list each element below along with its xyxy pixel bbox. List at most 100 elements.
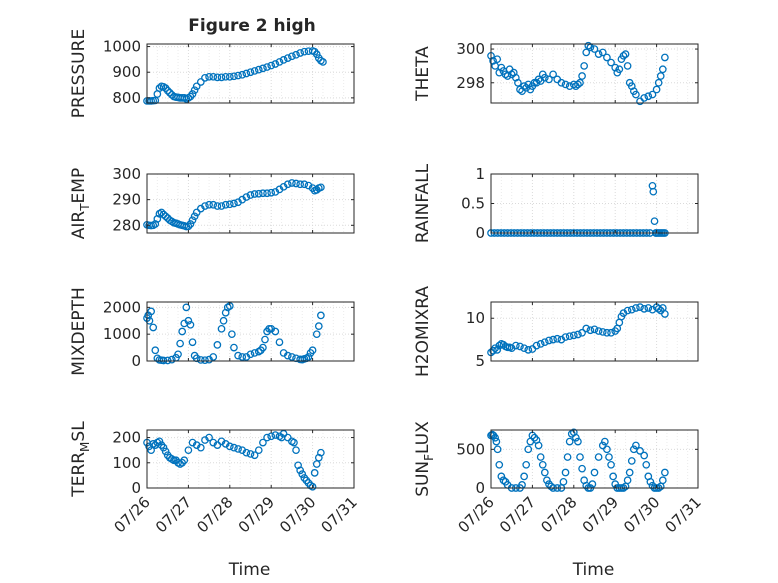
data-point bbox=[201, 202, 209, 210]
data-point bbox=[578, 72, 586, 80]
data-point bbox=[250, 190, 259, 198]
data-point bbox=[234, 445, 242, 453]
data-point bbox=[590, 468, 599, 477]
data-point bbox=[632, 304, 640, 312]
plot-area bbox=[491, 174, 698, 233]
y-tick-label: 280 bbox=[112, 216, 141, 234]
data-point bbox=[607, 460, 615, 469]
data-point bbox=[271, 327, 280, 336]
data-point bbox=[308, 346, 317, 355]
data-point bbox=[522, 460, 531, 469]
data-point bbox=[524, 346, 533, 354]
data-point bbox=[580, 62, 589, 70]
data-point bbox=[267, 188, 276, 197]
y-tick-label: 800 bbox=[112, 89, 141, 107]
data-point bbox=[656, 72, 665, 80]
data-point bbox=[543, 476, 551, 485]
data-point bbox=[288, 353, 296, 361]
data-point bbox=[275, 58, 284, 66]
data-point bbox=[623, 62, 632, 70]
y-tick-label: 500 bbox=[456, 440, 485, 458]
axes-box bbox=[490, 429, 699, 489]
data-point bbox=[219, 316, 228, 325]
panel-mixdepth: 0 1000 2000 MIXDEPTH bbox=[69, 287, 355, 376]
data-point bbox=[250, 349, 259, 357]
data-point bbox=[159, 443, 168, 452]
data-point bbox=[259, 64, 267, 73]
y-tick-label: 300 bbox=[112, 165, 141, 183]
data-point bbox=[317, 448, 325, 457]
data-point bbox=[151, 346, 160, 355]
data-point bbox=[557, 78, 566, 87]
data-point bbox=[493, 445, 502, 454]
y-label-subscript: F bbox=[422, 454, 436, 461]
x-axis-label: Time bbox=[228, 560, 271, 580]
data-point bbox=[644, 304, 653, 312]
data-point bbox=[242, 193, 251, 201]
data-point bbox=[574, 330, 582, 339]
data-point bbox=[648, 90, 657, 99]
y-axis-label: PRESSURE bbox=[69, 29, 89, 118]
data-point bbox=[532, 341, 541, 350]
data-point bbox=[619, 51, 628, 60]
data-point bbox=[565, 332, 574, 341]
y-label-part: SUN bbox=[413, 461, 433, 497]
data-point bbox=[491, 433, 499, 442]
data-point bbox=[188, 338, 197, 347]
data-point bbox=[180, 456, 189, 465]
data-point bbox=[646, 477, 655, 486]
data-point bbox=[534, 441, 543, 450]
data-point bbox=[640, 451, 649, 460]
data-point bbox=[271, 431, 280, 439]
data-point bbox=[582, 324, 591, 333]
data-point bbox=[661, 310, 669, 318]
data-point bbox=[188, 216, 197, 225]
data-point bbox=[549, 335, 557, 344]
data-point bbox=[499, 476, 508, 485]
y-tick-label: 0.5 bbox=[461, 195, 485, 213]
data-point bbox=[632, 90, 640, 99]
data-point bbox=[163, 86, 172, 95]
axes-box bbox=[490, 301, 699, 362]
data-point bbox=[632, 441, 640, 450]
data-point bbox=[607, 328, 615, 337]
y-axis-label: THETA bbox=[413, 46, 433, 102]
data-point bbox=[615, 65, 624, 74]
data-point bbox=[261, 335, 269, 344]
panel-air-temp: 280 290 300 AIRTEMP bbox=[69, 165, 355, 239]
data-point bbox=[217, 324, 226, 333]
data-point bbox=[225, 72, 234, 81]
data-point bbox=[603, 53, 611, 62]
data-point bbox=[201, 74, 209, 82]
data-point bbox=[205, 200, 213, 209]
y-label-subscript: M bbox=[78, 442, 92, 452]
data-point bbox=[497, 472, 506, 481]
data-point bbox=[145, 316, 154, 325]
data-point bbox=[590, 325, 599, 334]
data-point bbox=[196, 356, 205, 364]
data-point bbox=[545, 75, 553, 84]
y-label-part: TERR bbox=[69, 452, 89, 498]
data-point bbox=[590, 45, 599, 53]
data-point bbox=[275, 338, 284, 347]
data-point bbox=[650, 217, 659, 226]
axes-box bbox=[146, 173, 355, 234]
data-point bbox=[649, 187, 658, 196]
y-tick-label: 0 bbox=[131, 479, 141, 497]
plot-area bbox=[147, 302, 354, 361]
data-point bbox=[658, 65, 667, 74]
data-point bbox=[259, 189, 267, 198]
panel-h2omixra: 5 10 H2OMIXRA bbox=[413, 286, 699, 377]
data-point bbox=[495, 460, 504, 469]
data-point bbox=[279, 56, 288, 64]
data-point bbox=[296, 49, 305, 57]
data-point bbox=[652, 85, 661, 94]
y-tick-label: 200 bbox=[112, 429, 141, 447]
plot-area bbox=[147, 174, 354, 233]
data-point bbox=[569, 331, 578, 340]
data-point bbox=[283, 54, 292, 62]
data-point bbox=[598, 328, 607, 336]
data-point bbox=[582, 48, 591, 57]
data-point bbox=[594, 453, 603, 461]
data-point bbox=[516, 342, 524, 351]
